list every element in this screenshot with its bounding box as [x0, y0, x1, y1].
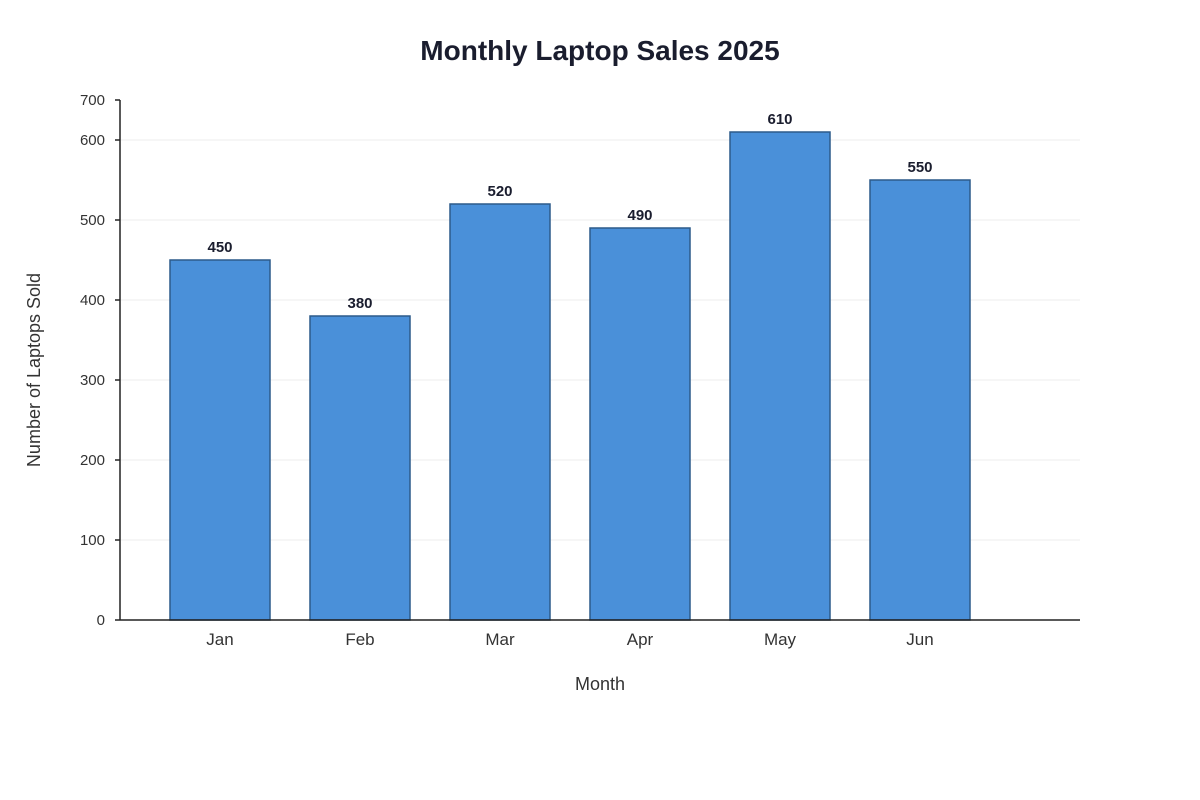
data-label-feb: 380 [347, 295, 372, 312]
data-label-jun: 550 [907, 159, 932, 176]
x-tick-label-jun: Jun [906, 630, 933, 649]
y-tick-label: 0 [97, 612, 105, 629]
bar-feb [309, 315, 411, 621]
data-label-may: 610 [767, 111, 792, 128]
x-tick-label-jan: Jan [206, 630, 233, 649]
x-tick-label-may: May [764, 630, 797, 649]
data-labels: 450 380 520 490 610 550 [207, 111, 932, 312]
bar-mar [449, 203, 551, 621]
bars [169, 131, 971, 621]
data-label-jan: 450 [207, 239, 232, 256]
y-axis-ticks: 0 100 200 300 400 500 600 700 [80, 92, 120, 629]
y-tick-label: 100 [80, 532, 105, 549]
bar-jun [869, 179, 971, 621]
y-tick-label: 500 [80, 212, 105, 229]
y-axis-label: Number of Laptops Sold [24, 273, 44, 467]
x-axis-label: Month [575, 674, 625, 694]
chart-title: Monthly Laptop Sales 2025 [420, 35, 779, 66]
data-label-mar: 520 [487, 183, 512, 200]
x-axis-categories: Jan Feb Mar Apr May Jun [206, 630, 933, 649]
y-tick-label: 200 [80, 452, 105, 469]
bar-jan [169, 259, 271, 621]
y-tick-label: 700 [80, 92, 105, 109]
y-tick-label: 600 [80, 132, 105, 149]
bar-apr [589, 227, 691, 621]
x-tick-label-feb: Feb [345, 630, 374, 649]
y-tick-label: 300 [80, 372, 105, 389]
data-label-apr: 490 [627, 207, 652, 224]
x-tick-label-apr: Apr [627, 630, 654, 649]
bar-may [729, 131, 831, 621]
y-tick-label: 400 [80, 292, 105, 309]
x-tick-label-mar: Mar [485, 630, 515, 649]
